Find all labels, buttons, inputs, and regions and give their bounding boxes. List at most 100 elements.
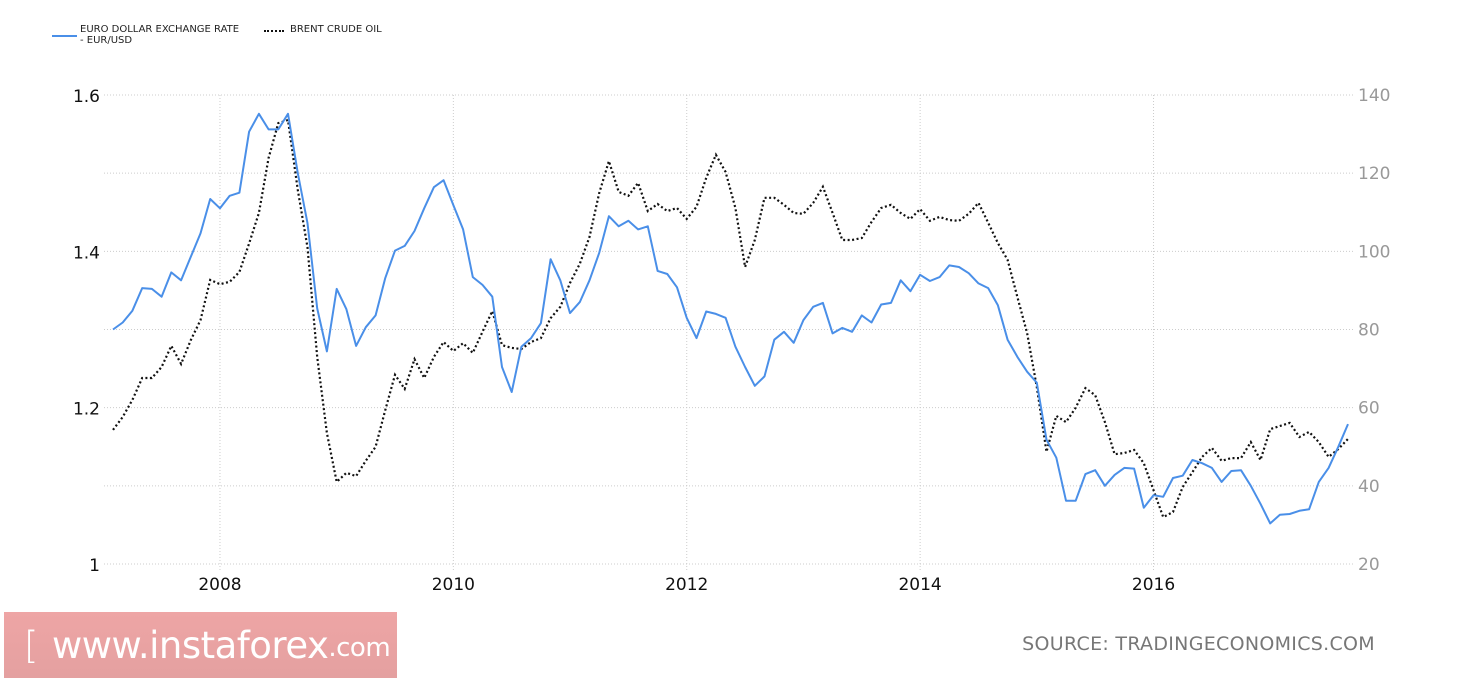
brent-data-point[interactable] [917,206,923,212]
brent-data-point[interactable] [334,479,340,485]
brent-data-point[interactable] [198,317,204,323]
eur-usd-data-point[interactable] [411,228,417,234]
brent-data-point[interactable] [363,458,369,464]
eur-usd-data-point[interactable] [606,213,612,219]
eur-usd-data-point[interactable] [956,264,962,270]
eur-usd-data-point[interactable] [664,271,670,277]
eur-usd-data-point[interactable] [353,343,359,349]
brent-data-point[interactable] [266,155,272,161]
brent-data-point[interactable] [703,175,709,181]
eur-usd-data-point[interactable] [178,277,184,283]
eur-usd-data-point[interactable] [441,177,447,183]
eur-usd-data-point[interactable] [800,317,806,323]
brent-data-point[interactable] [878,205,884,211]
brent-data-point[interactable] [810,200,816,206]
eur-usd-data-point[interactable] [1112,472,1118,478]
brent-data-point[interactable] [586,234,592,240]
eur-usd-data-point[interactable] [1345,421,1351,427]
eur-usd-data-point[interactable] [256,111,262,117]
legend-item-brent[interactable]: BRENT CRUDE OIL [264,24,382,35]
brent-data-point[interactable] [1306,429,1312,435]
eur-usd-data-point[interactable] [188,254,194,260]
eur-usd-data-point[interactable] [674,284,680,290]
brent-data-point[interactable] [946,217,952,223]
brent-data-point[interactable] [188,337,194,343]
eur-usd-data-point[interactable] [1335,444,1341,450]
eur-usd-data-point[interactable] [295,170,301,176]
eur-usd-data-point[interactable] [1219,479,1225,485]
eur-usd-data-point[interactable] [392,248,398,254]
brent-data-point[interactable] [1238,455,1244,461]
brent-data-point[interactable] [1296,434,1302,440]
eur-usd-data-point[interactable] [917,272,923,278]
eur-usd-data-point[interactable] [771,337,777,343]
brent-data-point[interactable] [480,329,486,335]
brent-data-point[interactable] [596,190,602,196]
brent-data-point[interactable] [859,235,865,241]
eur-usd-data-point[interactable] [684,315,690,321]
brent-data-point[interactable] [217,281,223,287]
brent-data-point[interactable] [1326,454,1332,460]
eur-usd-data-point[interactable] [1014,354,1020,360]
eur-usd-data-point[interactable] [859,312,865,318]
eur-usd-data-point[interactable] [1121,465,1127,471]
brent-data-point[interactable] [975,200,981,206]
eur-usd-data-point[interactable] [470,274,476,280]
brent-data-point[interactable] [1345,436,1351,442]
eur-usd-data-point[interactable] [655,268,661,274]
brent-data-point[interactable] [421,375,427,381]
eur-usd-data-point[interactable] [528,335,534,341]
brent-data-point[interactable] [742,264,748,270]
brent-data-point[interactable] [538,335,544,341]
brent-data-point[interactable] [431,354,437,360]
brent-data-point[interactable] [664,208,670,214]
brent-data-point[interactable] [324,430,330,436]
brent-data-point[interactable] [732,205,738,211]
brent-data-point[interactable] [1267,426,1273,432]
eur-usd-data-point[interactable] [791,340,797,346]
eur-usd-data-point[interactable] [1287,511,1293,517]
eur-usd-data-point[interactable] [1151,492,1157,498]
eur-usd-data-point[interactable] [586,277,592,283]
brent-data-point[interactable] [236,269,242,275]
brent-data-point[interactable] [985,220,991,226]
brent-data-point[interactable] [548,315,554,321]
eur-usd-data-point[interactable] [480,282,486,288]
eur-usd-data-point[interactable] [198,230,204,236]
eur-usd-data-point[interactable] [975,280,981,286]
brent-data-point[interactable] [723,169,729,175]
brent-data-point[interactable] [110,427,116,433]
eur-usd-data-point[interactable] [907,288,913,294]
brent-data-point[interactable] [1014,294,1020,300]
brent-data-point[interactable] [762,195,768,201]
eur-usd-data-point[interactable] [762,373,768,379]
brent-data-point[interactable] [470,350,476,356]
eur-usd-data-point[interactable] [266,126,272,132]
eur-usd-data-point[interactable] [878,301,884,307]
eur-usd-data-point[interactable] [995,302,1001,308]
eur-usd-data-point[interactable] [723,315,729,321]
eur-usd-data-point[interactable] [334,286,340,292]
brent-data-point[interactable] [168,343,174,349]
brent-data-point[interactable] [771,195,777,201]
eur-usd-data-point[interactable] [713,311,719,317]
eur-usd-data-point[interactable] [898,277,904,283]
brent-data-point[interactable] [781,202,787,208]
brent-data-point[interactable] [1248,439,1254,445]
brent-data-point[interactable] [1228,455,1234,461]
brent-data-point[interactable] [927,218,933,224]
brent-data-point[interactable] [139,375,145,381]
eur-usd-data-point[interactable] [869,319,875,325]
eur-usd-data-point[interactable] [577,299,583,305]
eur-usd-data-point[interactable] [324,348,330,354]
eur-usd-data-point[interactable] [363,324,369,330]
brent-data-point[interactable] [1209,445,1215,451]
eur-usd-data-point[interactable] [1160,494,1166,500]
brent-data-point[interactable] [159,364,165,370]
eur-usd-data-point[interactable] [830,330,836,336]
brent-data-point[interactable] [907,216,913,222]
eur-usd-data-point[interactable] [314,305,320,311]
eur-usd-data-point[interactable] [431,184,437,190]
brent-data-point[interactable] [1141,460,1147,466]
eur-usd-data-point[interactable] [820,300,826,306]
